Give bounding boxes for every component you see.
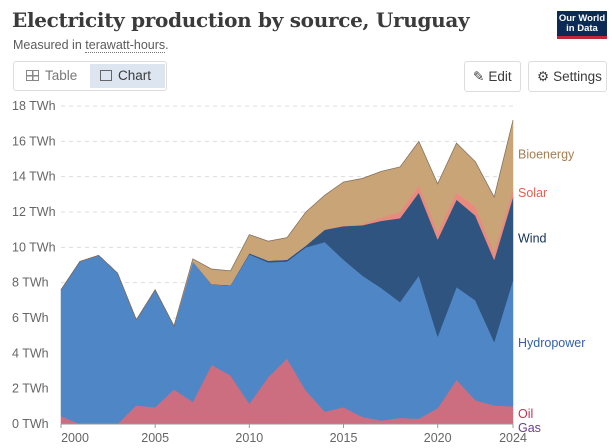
x-tick-label: 2024 xyxy=(499,431,527,445)
series-label-gas: Gas xyxy=(518,421,541,435)
y-tick-label: 16 TWh xyxy=(12,134,56,148)
y-tick-label: 0 TWh xyxy=(12,417,49,431)
settings-label: Settings xyxy=(553,69,602,84)
pencil-icon: ✎ xyxy=(473,69,485,84)
gear-icon: ⚙ xyxy=(537,69,550,84)
x-tick-label: 2000 xyxy=(61,431,89,445)
x-tick-label: 2020 xyxy=(424,431,452,445)
tab-chart[interactable]: Chart xyxy=(90,64,165,88)
x-tick-label: 2015 xyxy=(330,431,358,445)
y-tick-label: 18 TWh xyxy=(12,99,56,113)
edit-button[interactable]: ✎ Edit xyxy=(464,61,521,92)
series-label-solar: Solar xyxy=(518,186,547,200)
series-label-oil: Oil xyxy=(518,407,533,421)
series-label-bioenergy: Bioenergy xyxy=(518,148,575,162)
table-icon xyxy=(26,70,39,81)
subtitle: Measured in terawatt-hours. xyxy=(13,38,169,53)
y-tick-label: 12 TWh xyxy=(12,205,56,219)
settings-button[interactable]: ⚙ Settings xyxy=(528,61,607,92)
y-tick-label: 14 TWh xyxy=(12,170,56,184)
y-tick-label: 2 TWh xyxy=(12,382,49,396)
y-tick-label: 4 TWh xyxy=(12,346,49,360)
edit-label: Edit xyxy=(488,69,512,84)
tab-chart-label: Chart xyxy=(118,68,152,83)
series-label-wind: Wind xyxy=(518,232,547,246)
view-tabs: Table Chart xyxy=(13,61,167,91)
x-tick-label: 2005 xyxy=(141,431,169,445)
page-title: Electricity production by source, Urugua… xyxy=(12,8,470,32)
tab-table-label: Table xyxy=(45,68,78,83)
subtitle-text: Measured in xyxy=(13,38,86,52)
chart-icon xyxy=(100,70,112,81)
unit-link[interactable]: terawatt-hours xyxy=(85,38,166,53)
owid-logo[interactable]: Our World in Data xyxy=(557,11,607,39)
y-tick-label: 6 TWh xyxy=(12,311,49,325)
series-label-hydropower: Hydropower xyxy=(518,336,585,350)
x-tick-label: 2010 xyxy=(235,431,263,445)
total-outline xyxy=(60,120,514,328)
y-tick-label: 10 TWh xyxy=(12,240,56,254)
tab-table[interactable]: Table xyxy=(16,64,90,88)
y-tick-label: 8 TWh xyxy=(12,276,49,290)
subtitle-end: . xyxy=(165,38,169,52)
